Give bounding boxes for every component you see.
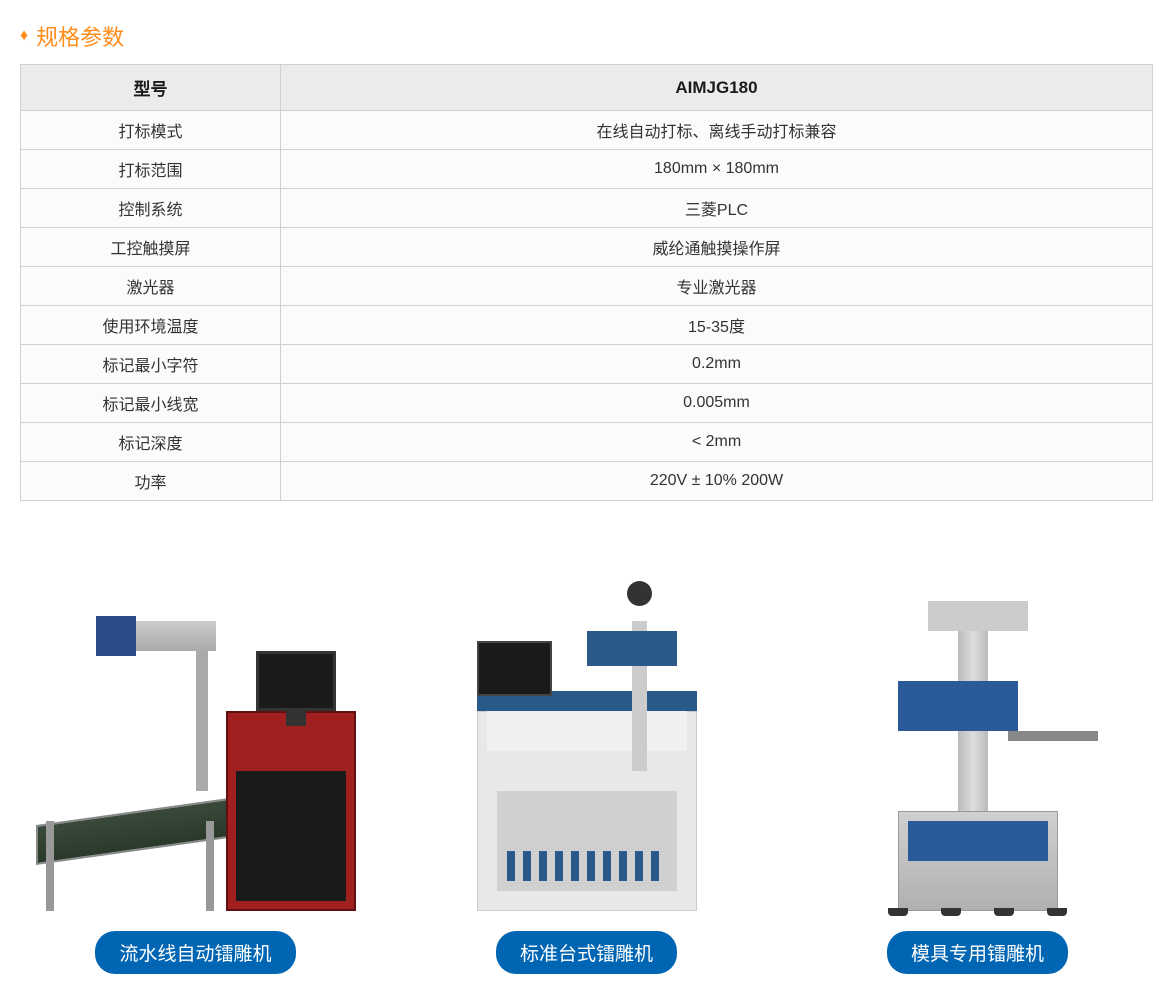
row-label: 工控触摸屏 — [21, 228, 281, 267]
row-value: 在线自动打标、离线手动打标兼容 — [281, 111, 1153, 150]
product-label-2: 标准台式镭雕机 — [496, 931, 677, 974]
row-value: 0.2mm — [281, 345, 1153, 384]
row-label: 功率 — [21, 462, 281, 501]
products-row: 流水线自动镭雕机 标准台式镭雕机 — [20, 551, 1153, 974]
table-row: 标记最小字符 0.2mm — [21, 345, 1153, 384]
product-item-3: 模具专用镭雕机 — [802, 551, 1153, 974]
table-row: 功率 220V ± 10% 200W — [21, 462, 1153, 501]
row-label: 打标模式 — [21, 111, 281, 150]
table-row: 激光器 专业激光器 — [21, 267, 1153, 306]
section-title: ♦ 规格参数 — [20, 20, 1153, 52]
row-label: 打标范围 — [21, 150, 281, 189]
table-row: 打标模式 在线自动打标、离线手动打标兼容 — [21, 111, 1153, 150]
machine-illustration-1 — [36, 571, 356, 911]
row-value: 三菱PLC — [281, 189, 1153, 228]
table-header-row: 型号 AIMJG180 — [21, 65, 1153, 111]
title-text: 规格参数 — [36, 20, 124, 52]
table-row: 标记深度 < 2mm — [21, 423, 1153, 462]
machine-illustration-3 — [858, 571, 1098, 911]
table-row: 使用环境温度 15-35度 — [21, 306, 1153, 345]
table-row: 打标范围 180mm × 180mm — [21, 150, 1153, 189]
header-label: 型号 — [21, 65, 281, 111]
row-label: 标记深度 — [21, 423, 281, 462]
spec-table: 型号 AIMJG180 打标模式 在线自动打标、离线手动打标兼容 打标范围 18… — [20, 64, 1153, 501]
row-value: 220V ± 10% 200W — [281, 462, 1153, 501]
product-image-3 — [802, 551, 1153, 911]
row-value: 15-35度 — [281, 306, 1153, 345]
row-value: 0.005mm — [281, 384, 1153, 423]
header-value: AIMJG180 — [281, 65, 1153, 111]
row-value: 180mm × 180mm — [281, 150, 1153, 189]
row-label: 标记最小字符 — [21, 345, 281, 384]
product-image-1 — [20, 551, 371, 911]
product-label-1: 流水线自动镭雕机 — [95, 931, 295, 974]
product-label-3: 模具专用镭雕机 — [887, 931, 1068, 974]
table-row: 标记最小线宽 0.005mm — [21, 384, 1153, 423]
machine-illustration-2 — [447, 571, 727, 911]
row-label: 控制系统 — [21, 189, 281, 228]
product-image-2 — [411, 551, 762, 911]
product-item-1: 流水线自动镭雕机 — [20, 551, 371, 974]
row-value: < 2mm — [281, 423, 1153, 462]
row-value: 专业激光器 — [281, 267, 1153, 306]
product-item-2: 标准台式镭雕机 — [411, 551, 762, 974]
row-label: 标记最小线宽 — [21, 384, 281, 423]
flame-icon: ♦ — [20, 27, 28, 45]
table-row: 工控触摸屏 威纶通触摸操作屏 — [21, 228, 1153, 267]
row-value: 威纶通触摸操作屏 — [281, 228, 1153, 267]
row-label: 激光器 — [21, 267, 281, 306]
row-label: 使用环境温度 — [21, 306, 281, 345]
table-row: 控制系统 三菱PLC — [21, 189, 1153, 228]
